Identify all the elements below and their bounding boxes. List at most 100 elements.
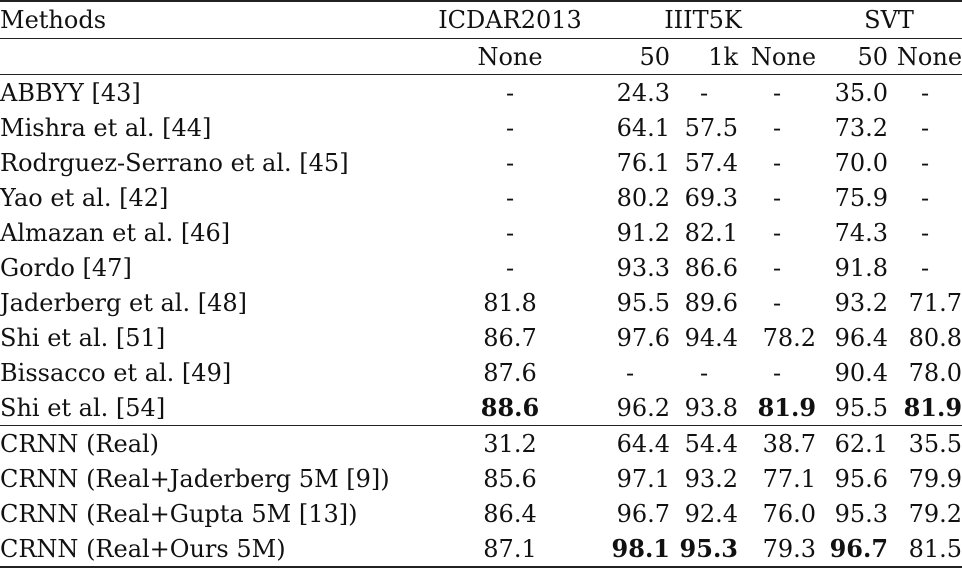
table-row: Almazan et al. [46] - 91.2 82.1 - 74.3 -	[0, 215, 962, 250]
subheader-iiit-none: None	[738, 38, 817, 75]
cell-svt-none: -	[920, 113, 930, 142]
cell-icdar2013-none: -	[505, 183, 515, 212]
cell-iiit5k-50: 97.6	[616, 323, 670, 352]
cell-icdar2013-none: 87.1	[430, 531, 590, 568]
cell-svt-50: 91.8	[834, 253, 889, 282]
cell-method: CRNN (Real+Ours 5M)	[0, 531, 430, 568]
cell-iiit5k-none: -	[772, 183, 782, 212]
cell-iiit5k-1k: 89.6	[684, 288, 738, 317]
cell-method: CRNN (Real+Gupta 5M [13])	[0, 499, 358, 528]
cell-iiit5k-50: 98.1	[590, 531, 670, 568]
cell-method: ABBYY [43]	[0, 74, 430, 110]
cell-svt-50: 73.2	[834, 113, 889, 142]
header-icdar2013: ICDAR2013	[430, 0, 590, 39]
table-row: CRNN (Real) 31.2 64.4 54.4 38.7 62.1 35.5	[0, 425, 962, 461]
cell-iiit5k-1k: 94.4	[684, 323, 738, 352]
table-body: ABBYY [43] -24.3- -35.0- Mishra et al. [44]…	[0, 74, 962, 568]
table-row: Bissacco et al. [49] 87.6 - - - 90.4 78.0	[0, 355, 962, 390]
cell-method: Mishra et al. [44]	[0, 113, 212, 142]
cell-method: Almazan et al. [46]	[0, 218, 231, 247]
cell-svt-none: 71.7	[908, 288, 962, 317]
cell-svt-none: 78.0	[908, 358, 962, 387]
cell-svt-none: 80.8	[908, 323, 962, 352]
cell-method: Jaderberg et al. [48]	[0, 288, 247, 317]
cell-iiit5k-50: 91.2	[616, 218, 670, 247]
cell-iiit5k-none: 38.7	[738, 425, 817, 461]
cell-icdar2013-none: -	[505, 218, 515, 247]
table-row: CRNN (Real+Jaderberg 5M [9]) 85.6 97.1 93.2…	[0, 461, 962, 496]
cell-svt-none: -	[920, 218, 930, 247]
subheader-svt-50: 50	[816, 38, 889, 75]
cell-iiit5k-none: -	[772, 148, 782, 177]
table-row: Jaderberg et al. [48] 81.8 95.5 89.6 - 93.2 71…	[0, 285, 962, 320]
cell-svt-none: -	[920, 253, 930, 282]
table-row: CRNN (Real+Ours 5M) 87.1 98.1 95.3 79.3 96.7 8…	[0, 531, 962, 568]
cell-iiit5k-50: 80.2	[616, 183, 670, 212]
cell-icdar2013-none: -	[505, 253, 515, 282]
subheader-iiit-1k: 1k	[670, 38, 738, 75]
cell-iiit5k-none: -	[772, 218, 782, 247]
cell-iiit5k-1k: -	[699, 358, 709, 387]
subheader-row: None 50 1k None 50 None	[0, 38, 962, 75]
cell-svt-50: 74.3	[834, 218, 889, 247]
cell-iiit5k-50: 96.7	[616, 499, 670, 528]
cell-svt-50: 96.7	[816, 531, 889, 568]
cell-svt-50: 93.2	[834, 288, 889, 317]
cell-icdar2013-none: 88.6	[480, 392, 540, 422]
cell-iiit5k-1k: -	[670, 74, 738, 110]
cell-icdar2013-none: 81.8	[483, 288, 537, 317]
cell-method: CRNN (Real+Jaderberg 5M [9])	[0, 464, 390, 493]
cell-iiit5k-50: 64.1	[616, 113, 670, 142]
cell-iiit5k-none: -	[738, 74, 817, 110]
cell-iiit5k-none: -	[772, 253, 782, 282]
cell-icdar2013-none: 31.2	[430, 425, 590, 461]
cell-svt-none: 81.5	[888, 531, 962, 568]
cell-svt-none: -	[888, 74, 962, 110]
cell-iiit5k-50: 95.5	[616, 288, 670, 317]
cell-svt-50: 95.3	[834, 499, 889, 528]
cell-svt-none: -	[920, 148, 930, 177]
cell-svt-50: 96.4	[834, 323, 889, 352]
cell-method: Shi et al. [54]	[0, 393, 166, 422]
cell-iiit5k-1k: 93.8	[684, 393, 738, 422]
cell-svt-none: 81.9	[903, 392, 962, 422]
cell-iiit5k-50: -	[625, 358, 635, 387]
table-row: ABBYY [43] -24.3- -35.0-	[0, 74, 962, 110]
cell-icdar2013-none: 86.4	[483, 499, 537, 528]
cell-method: Yao et al. [42]	[0, 183, 169, 212]
subheader-iiit-50: 50	[590, 38, 670, 75]
cell-iiit5k-50: 97.1	[616, 464, 670, 493]
cell-iiit5k-1k: 69.3	[684, 183, 738, 212]
table-row: Rodrguez-Serrano et al. [45] - 76.1 57.4 - 70…	[0, 145, 962, 180]
subheader-icdar-none: None	[430, 38, 590, 75]
header-svt: SVT	[816, 0, 962, 39]
table-row: Shi et al. [51] 86.7 97.6 94.4 78.2 96.4 80.8	[0, 320, 962, 355]
cell-iiit5k-none: -	[772, 358, 782, 387]
cell-iiit5k-1k: 82.1	[684, 218, 738, 247]
cell-svt-50: 95.6	[834, 464, 889, 493]
cell-icdar2013-none: -	[505, 148, 515, 177]
table-row: Mishra et al. [44] - 64.1 57.5 - 73.2 -	[0, 110, 962, 145]
cell-iiit5k-1k: 93.2	[684, 464, 738, 493]
cell-iiit5k-none: 81.9	[757, 392, 817, 422]
table-row: Yao et al. [42] - 80.2 69.3 - 75.9 -	[0, 180, 962, 215]
cell-icdar2013-none: -	[505, 113, 515, 142]
cell-icdar2013-none: 86.7	[483, 323, 537, 352]
table-row: Shi et al. [54] 88.6 96.2 93.8 81.9 95.5 81.9	[0, 390, 962, 426]
cell-icdar2013-none: 87.6	[483, 358, 537, 387]
subheader-svt-none: None	[888, 38, 962, 75]
cell-iiit5k-50: 24.3	[590, 74, 670, 110]
cell-svt-none: 79.9	[908, 464, 962, 493]
cell-svt-50: 95.5	[834, 393, 889, 422]
cell-method: CRNN (Real)	[0, 425, 430, 461]
header-row: Methods ICDAR2013 IIIT5K SVT	[0, 0, 962, 39]
cell-method: Bissacco et al. [49]	[0, 358, 232, 387]
cell-iiit5k-1k: 57.5	[684, 113, 738, 142]
cell-method: Rodrguez-Serrano et al. [45]	[0, 148, 349, 177]
cell-iiit5k-50: 96.2	[616, 393, 670, 422]
cell-method: Shi et al. [51]	[0, 323, 166, 352]
cell-icdar2013-none: 85.6	[483, 464, 537, 493]
header-iiit5k: IIIT5K	[590, 0, 817, 39]
